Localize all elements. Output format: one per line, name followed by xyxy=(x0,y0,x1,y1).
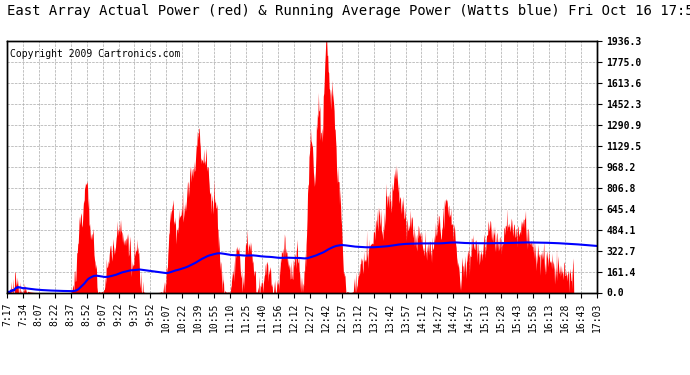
Text: East Array Actual Power (red) & Running Average Power (Watts blue) Fri Oct 16 17: East Array Actual Power (red) & Running … xyxy=(7,4,690,18)
Text: Copyright 2009 Cartronics.com: Copyright 2009 Cartronics.com xyxy=(10,49,180,59)
